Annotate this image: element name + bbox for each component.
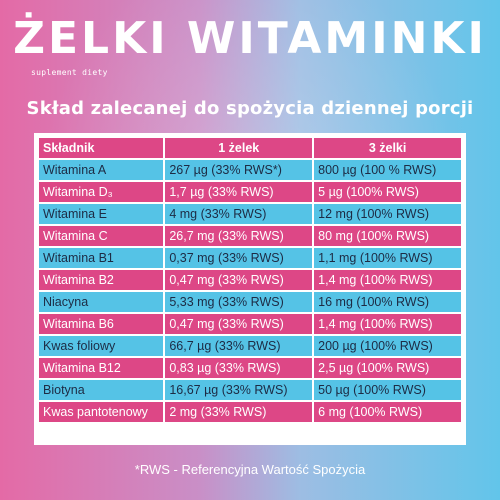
cell-three-gummies: 16 mg (100% RWS) <box>314 292 461 312</box>
brand-title: ŻELKI WITAMINKI <box>13 13 487 64</box>
cell-one-gummy: 5,33 mg (33% RWS) <box>165 292 313 312</box>
cell-one-gummy: 26,7 mg (33% RWS) <box>165 226 313 246</box>
table-row: Biotyna 16,67 µg (33% RWS) 50 µg (100% R… <box>39 380 461 400</box>
cell-one-gummy: 4 mg (33% RWS) <box>165 204 313 224</box>
page-heading: Skład zalecanej do spożycia dziennej por… <box>26 98 474 119</box>
cell-ingredient: Witamina B6 <box>39 314 164 334</box>
cell-ingredient: Witamina B1 <box>39 248 164 268</box>
footnote: *RWS - Referencyjna Wartość Spożycia <box>134 462 366 477</box>
cell-three-gummies: 12 mg (100% RWS) <box>314 204 461 224</box>
brand-logo: ŻELKI WITAMINKI suplement diety <box>0 6 500 77</box>
cell-three-gummies: 1,4 mg (100% RWS) <box>314 314 461 334</box>
table-row: Witamina A 267 µg (33% RWS*) 800 µg (100… <box>39 160 461 180</box>
cell-one-gummy: 0,83 µg (33% RWS) <box>165 358 313 378</box>
cell-ingredient: Kwas pantotenowy <box>39 402 164 422</box>
table-row: Witamina B2 0,47 mg (33% RWS) 1,4 mg (10… <box>39 270 461 290</box>
cell-one-gummy: 0,47 mg (33% RWS) <box>165 314 313 334</box>
cell-three-gummies: 800 µg (100 % RWS) <box>314 160 461 180</box>
table-row: Witamina E 4 mg (33% RWS) 12 mg (100% RW… <box>39 204 461 224</box>
cell-one-gummy: 0,47 mg (33% RWS) <box>165 270 313 290</box>
table-row: Witamina B6 0,47 mg (33% RWS) 1,4 mg (10… <box>39 314 461 334</box>
cell-three-gummies: 6 mg (100% RWS) <box>314 402 461 422</box>
cell-one-gummy: 267 µg (33% RWS*) <box>165 160 313 180</box>
header-one-gummy: 1 żelek <box>165 138 313 158</box>
cell-three-gummies: 1,4 mg (100% RWS) <box>314 270 461 290</box>
cell-ingredient: Biotyna <box>39 380 164 400</box>
cell-ingredient: Witamina E <box>39 204 164 224</box>
table-row: Witamina D₃ 1,7 µg (33% RWS) 5 µg (100% … <box>39 182 461 202</box>
table-row: Witamina B12 0,83 µg (33% RWS) 2,5 µg (1… <box>39 358 461 378</box>
table-row: Kwas foliowy 66,7 µg (33% RWS) 200 µg (1… <box>39 336 461 356</box>
nutrition-table: Składnik 1 żelek 3 żelki Witamina A 267 … <box>37 136 463 424</box>
cell-ingredient: Witamina D₃ <box>39 182 164 202</box>
cell-three-gummies: 200 µg (100% RWS) <box>314 336 461 356</box>
cell-three-gummies: 2,5 µg (100% RWS) <box>314 358 461 378</box>
cell-one-gummy: 66,7 µg (33% RWS) <box>165 336 313 356</box>
cell-one-gummy: 16,67 µg (33% RWS) <box>165 380 313 400</box>
cell-three-gummies: 5 µg (100% RWS) <box>314 182 461 202</box>
table-row: Kwas pantotenowy 2 mg (33% RWS) 6 mg (10… <box>39 402 461 422</box>
cell-three-gummies: 50 µg (100% RWS) <box>314 380 461 400</box>
cell-one-gummy: 1,7 µg (33% RWS) <box>165 182 313 202</box>
table-body: Witamina A 267 µg (33% RWS*) 800 µg (100… <box>39 160 461 422</box>
cell-ingredient: Witamina B2 <box>39 270 164 290</box>
header-ingredient: Składnik <box>39 138 164 158</box>
header-three-gummies: 3 żelki <box>314 138 461 158</box>
cell-three-gummies: 80 mg (100% RWS) <box>314 226 461 246</box>
brand-subtitle: suplement diety <box>31 68 108 77</box>
nutrition-table-container: Składnik 1 żelek 3 żelki Witamina A 267 … <box>34 133 466 445</box>
cell-one-gummy: 0,37 mg (33% RWS) <box>165 248 313 268</box>
table-row: Niacyna 5,33 mg (33% RWS) 16 mg (100% RW… <box>39 292 461 312</box>
cell-one-gummy: 2 mg (33% RWS) <box>165 402 313 422</box>
cell-ingredient: Kwas foliowy <box>39 336 164 356</box>
cell-ingredient: Witamina A <box>39 160 164 180</box>
table-row: Witamina B1 0,37 mg (33% RWS) 1,1 mg (10… <box>39 248 461 268</box>
cell-ingredient: Witamina B12 <box>39 358 164 378</box>
table-row: Witamina C 26,7 mg (33% RWS) 80 mg (100%… <box>39 226 461 246</box>
cell-ingredient: Witamina C <box>39 226 164 246</box>
table-header-row: Składnik 1 żelek 3 żelki <box>39 138 461 158</box>
cell-three-gummies: 1,1 mg (100% RWS) <box>314 248 461 268</box>
cell-ingredient: Niacyna <box>39 292 164 312</box>
